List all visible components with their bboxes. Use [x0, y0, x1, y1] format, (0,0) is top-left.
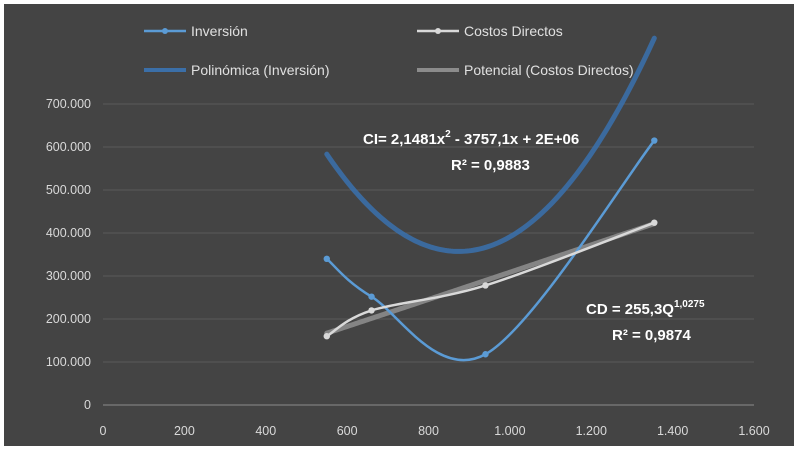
- y-axis-ticks: 0 100.000 200.000 300.000 400.000 500.000 600.…: [46, 97, 91, 412]
- r2-costos: R² = 0,9874: [612, 327, 691, 344]
- legend-item-inversion[interactable]: Inversión: [144, 23, 248, 39]
- y-tick-label: 300.000: [46, 269, 91, 283]
- trendline-potencial: [324, 221, 657, 336]
- point-inversion: [368, 293, 375, 300]
- annotation-inversion: CI= 2,1481x2 - 3757,1x + 2E+06 R² = 0,98…: [363, 129, 579, 174]
- point-inversion: [323, 255, 330, 262]
- legend-label-potencial: Potencial (Costos Directos): [464, 62, 634, 78]
- point-costos-directos: [482, 282, 489, 289]
- gridlines: [103, 103, 754, 363]
- chart-area: 0 100.000 200.000 300.000 400.000 500.000 600.…: [4, 4, 794, 446]
- point-costos-directos: [651, 219, 658, 226]
- legend-marker-inversion: [162, 28, 168, 34]
- point-inversion: [482, 351, 489, 358]
- x-tick-label: 1.000: [494, 424, 525, 438]
- annotation-costos: CD = 255,3Q1,0275 R² = 0,9874: [586, 299, 705, 344]
- point-inversion: [651, 137, 658, 144]
- series-lines: [325, 139, 656, 362]
- x-tick-label: 800: [418, 424, 439, 438]
- legend-label-inversion: Inversión: [191, 23, 248, 39]
- legend-marker-costos-directos: [435, 28, 441, 34]
- legend-label-costos-directos: Costos Directos: [464, 23, 563, 39]
- x-tick-label: 1.200: [576, 424, 607, 438]
- y-tick-label: 400.000: [46, 226, 91, 240]
- trendline-polinomica: [324, 35, 657, 254]
- x-tick-label: 600: [337, 424, 358, 438]
- x-tick-label: 1.600: [738, 424, 769, 438]
- y-tick-label: 500.000: [46, 183, 91, 197]
- legend-label-polinomica: Polinómica (Inversión): [191, 62, 330, 78]
- point-costos-directos: [368, 307, 375, 314]
- y-tick-label: 0: [84, 398, 91, 412]
- chart-svg: 0 100.000 200.000 300.000 400.000 500.000 600.…: [46, 23, 770, 438]
- y-tick-label: 700.000: [46, 97, 91, 111]
- legend-item-costos-directos[interactable]: Costos Directos: [417, 23, 563, 39]
- x-tick-label: 0: [100, 424, 107, 438]
- series-line-inversion: [325, 139, 656, 362]
- y-tick-label: 100.000: [46, 355, 91, 369]
- legend-item-potencial[interactable]: Potencial (Costos Directos): [417, 62, 634, 78]
- x-tick-label: 400: [255, 424, 276, 438]
- y-tick-label: 600.000: [46, 140, 91, 154]
- r2-inversion: R² = 0,9883: [451, 157, 530, 174]
- y-tick-label: 200.000: [46, 312, 91, 326]
- equation-inversion: CI= 2,1481x2 - 3757,1x + 2E+06: [363, 129, 579, 148]
- series-markers: [323, 137, 658, 358]
- legend-item-polinomica[interactable]: Polinómica (Inversión): [144, 62, 330, 78]
- series-line-costos-directos: [326, 221, 655, 338]
- x-tick-label: 200: [174, 424, 195, 438]
- x-axis-ticks: 0 200 400 600 800 1.000 1.200 1.400 1.600: [100, 424, 770, 438]
- x-tick-label: 1.400: [657, 424, 688, 438]
- point-costos-directos: [323, 333, 330, 340]
- equation-costos: CD = 255,3Q1,0275: [586, 299, 705, 318]
- legend: Inversión Costos Directos Polinómica (In…: [144, 23, 634, 78]
- trendlines: [324, 35, 657, 336]
